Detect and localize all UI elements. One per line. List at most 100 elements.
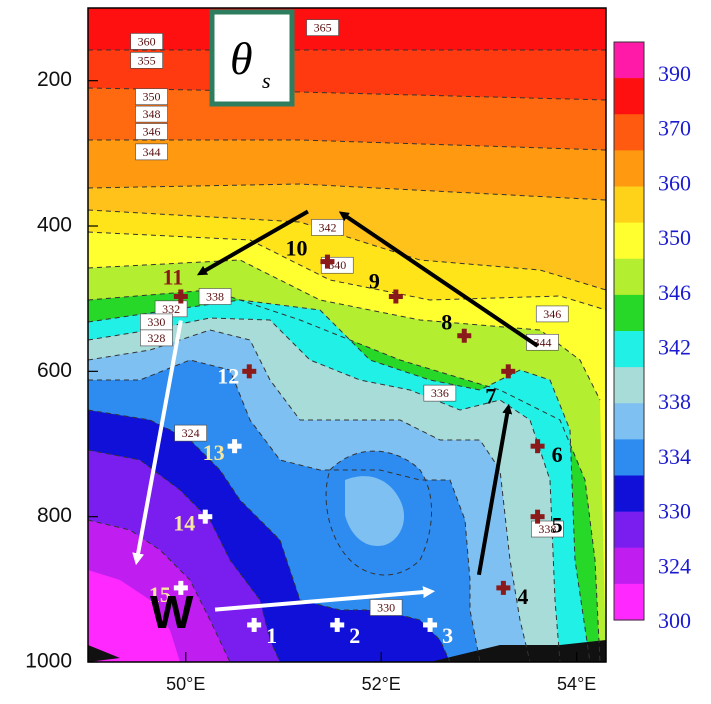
contour-label: 330 xyxy=(140,313,173,331)
colorbar-label: 360 xyxy=(658,170,691,195)
point-label: 10 xyxy=(285,236,307,261)
contour-label: 350 xyxy=(135,88,168,105)
filled-contour-bands xyxy=(88,8,606,662)
contour-label: 348 xyxy=(135,105,168,123)
svg-text:324: 324 xyxy=(182,426,200,440)
svg-text:348: 348 xyxy=(143,107,161,121)
point-label: 7 xyxy=(485,383,496,408)
colorbar-labels: 390 370 360 350 346 342 338 334 330 324 300 xyxy=(658,61,691,633)
colorbar-swatch xyxy=(614,331,644,368)
svg-text:332: 332 xyxy=(162,302,180,316)
black-arrow xyxy=(338,211,539,348)
svg-text:350: 350 xyxy=(143,90,161,104)
point-marker xyxy=(530,439,545,454)
point-marker xyxy=(388,289,403,304)
point-label: 8 xyxy=(441,310,452,335)
x-tick-label: 52°E xyxy=(362,674,401,694)
colorbar-swatch xyxy=(614,186,644,224)
w-annotation: W xyxy=(150,586,194,638)
svg-text:338: 338 xyxy=(206,289,224,303)
contour-label: 346 xyxy=(535,305,569,323)
svg-text:365: 365 xyxy=(314,21,332,35)
point-marker xyxy=(501,364,516,379)
colorbar-swatch xyxy=(614,258,644,296)
colorbar: 390 370 360 350 346 342 338 334 330 324 300 xyxy=(613,41,691,633)
point-label: 11 xyxy=(162,264,183,289)
colorbar-swatch xyxy=(614,42,644,79)
point-marker xyxy=(173,289,188,304)
colorbar-swatch xyxy=(614,367,644,404)
point-label: 12 xyxy=(217,363,239,388)
black-arrow xyxy=(196,209,309,276)
white-arrow xyxy=(132,320,183,566)
terrain-left xyxy=(88,645,120,662)
colorbar-label: 330 xyxy=(658,499,691,524)
svg-text:342: 342 xyxy=(318,220,336,234)
point-label: 14 xyxy=(173,511,195,536)
y-tick-label: 1000 xyxy=(25,650,72,673)
colorbar-label: 390 xyxy=(658,61,691,86)
contour-label: 344 xyxy=(135,143,168,161)
colorbar-swatch xyxy=(614,78,644,115)
point-marker xyxy=(247,617,262,632)
svg-text:344: 344 xyxy=(533,335,551,349)
chart-title-subscript: s xyxy=(262,68,271,93)
colorbar-swatch xyxy=(614,150,644,188)
svg-text:346: 346 xyxy=(143,125,161,139)
contour-label: 365 xyxy=(306,19,339,36)
colorbar-swatch xyxy=(614,114,644,151)
svg-text:338: 338 xyxy=(538,522,556,536)
y-tick-label: 600 xyxy=(37,359,72,382)
point-label: 5 xyxy=(552,513,563,538)
point-label: 13 xyxy=(203,440,225,465)
point-marker xyxy=(320,254,335,269)
colorbar-label: 338 xyxy=(658,389,691,414)
svg-text:336: 336 xyxy=(431,386,449,400)
plot-frame xyxy=(87,7,607,663)
title-box: θ s xyxy=(209,9,295,107)
contour-label: 336 xyxy=(423,384,457,402)
svg-text:330: 330 xyxy=(147,315,165,329)
colorbar-swatch xyxy=(614,222,644,260)
y-tick-label: 200 xyxy=(37,68,72,91)
colorbar-swatch xyxy=(614,583,644,621)
colorbar-label: 334 xyxy=(658,444,691,469)
point-label: 9 xyxy=(369,268,380,293)
point-marker xyxy=(423,617,438,632)
contour-label: 344 xyxy=(526,333,559,351)
colorbar-label: 370 xyxy=(658,116,691,141)
chart-title: θ xyxy=(230,33,253,84)
y-tick-label: 800 xyxy=(37,504,72,527)
svg-text:328: 328 xyxy=(147,331,165,345)
point-label: 3 xyxy=(442,623,453,648)
contour-label: 328 xyxy=(140,329,173,347)
svg-text:360: 360 xyxy=(138,34,156,48)
contour-label: 338 xyxy=(531,520,564,538)
point-marker xyxy=(227,439,242,454)
point-marker xyxy=(242,364,257,379)
trajectory-arrows xyxy=(132,209,539,612)
colorbar-label: 350 xyxy=(658,225,691,250)
contour-label: 330 xyxy=(369,599,403,616)
contour-value-labels: 3653603553503483463443423403383323303283… xyxy=(130,19,569,616)
colorbar-swatch xyxy=(614,403,644,440)
contour-label: 346 xyxy=(135,123,168,140)
point-marker xyxy=(530,509,545,524)
colorbar-swatch xyxy=(614,294,644,332)
colorbar-swatch xyxy=(614,439,644,477)
x-tick-label: 50°E xyxy=(166,674,205,694)
white-arrow xyxy=(214,586,436,612)
svg-text:344: 344 xyxy=(143,145,161,159)
point-label: 2 xyxy=(349,623,360,648)
colorbar-label: 346 xyxy=(658,280,691,305)
point-label: 4 xyxy=(517,584,528,609)
point-marker xyxy=(496,580,511,595)
x-axis: 50°E 52°E 54°E xyxy=(166,652,596,694)
point-marker xyxy=(173,580,188,595)
y-axis: 200 400 600 800 1000 xyxy=(25,68,98,673)
colorbar-swatches xyxy=(614,42,644,621)
terrain xyxy=(430,640,606,662)
y-tick-label: 400 xyxy=(37,214,72,237)
point-label: 1 xyxy=(266,623,277,648)
